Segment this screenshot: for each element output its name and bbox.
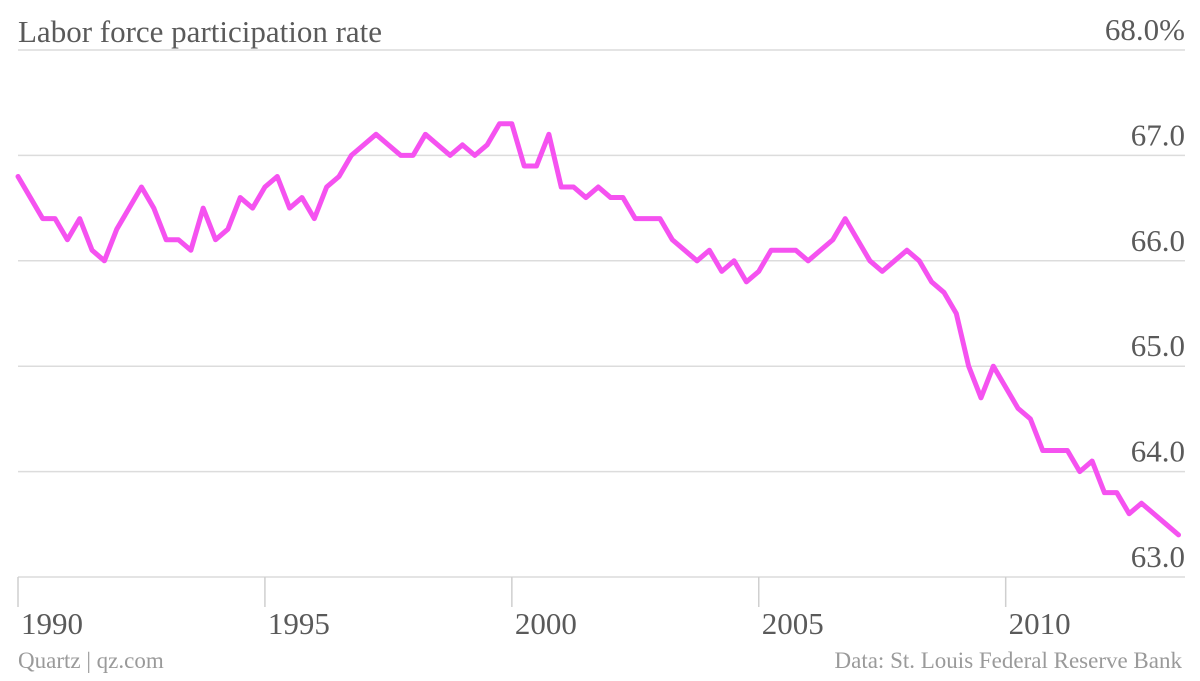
y-tick-label: 65.0 xyxy=(1131,328,1185,363)
y-tick-label: 63.0 xyxy=(1131,539,1185,574)
x-tick-label: 1995 xyxy=(268,606,330,641)
y-tick-label: 67.0 xyxy=(1131,117,1185,152)
y-tick-label: 64.0 xyxy=(1131,434,1185,469)
data-line xyxy=(15,121,1182,538)
x-tick-label: 2010 xyxy=(1009,606,1071,641)
y-tick-label: 66.0 xyxy=(1131,223,1185,258)
credit: Quartz | qz.com xyxy=(18,648,164,673)
source: Data: St. Louis Federal Reserve Bank xyxy=(835,648,1183,673)
chart-title: Labor force participation rate xyxy=(18,14,382,49)
x-tick-label: 2005 xyxy=(762,606,824,641)
x-tick-label: 1990 xyxy=(21,606,83,641)
y-tick-label: 68.0% xyxy=(1105,12,1185,47)
x-tick-label: 2000 xyxy=(515,606,577,641)
